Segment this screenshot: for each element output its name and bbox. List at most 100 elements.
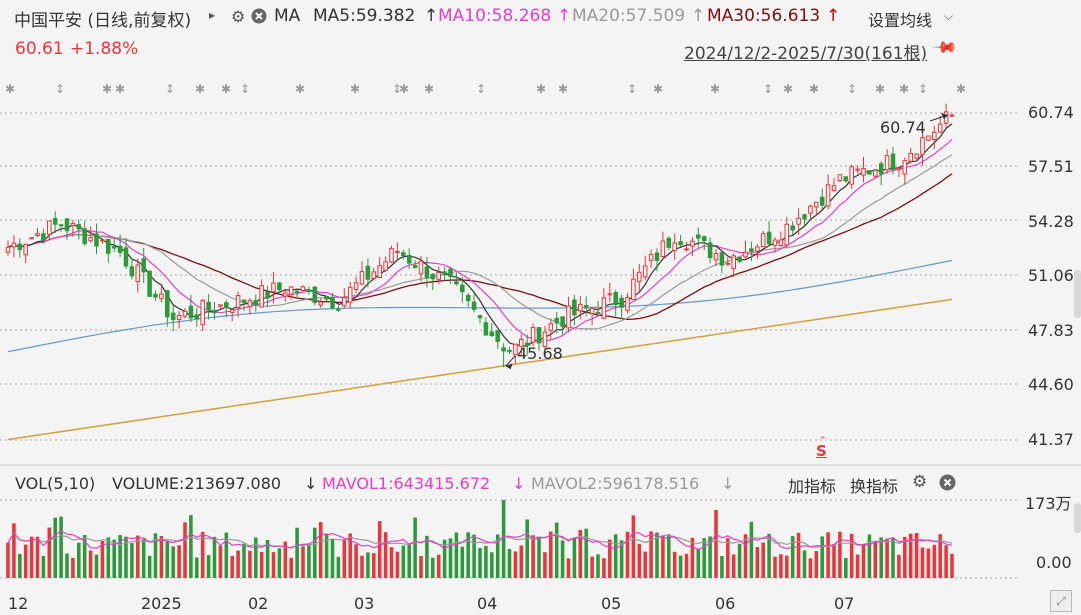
expand-icon[interactable]: ⤢ [1050,590,1072,612]
caret-right-icon[interactable]: ▸ [209,8,216,22]
volume-bar [726,538,730,578]
volume-bar [53,517,57,578]
volume-bar [537,536,541,578]
volume-bar [171,546,175,578]
candle-body [772,239,778,246]
chevron-down-icon[interactable]: ⌵ [944,9,954,23]
candle-body [229,309,235,313]
scrollbar-handle[interactable] [1074,503,1081,533]
volume-bar [88,550,93,578]
volume-bar [661,535,665,578]
close-icon[interactable] [251,8,267,28]
volume-bar [708,536,712,578]
time-tick: 04 [477,594,498,613]
low-arrowhead [505,363,513,370]
scrollbar-handle[interactable] [1074,270,1081,318]
volume-bar [23,544,28,578]
candles [5,103,955,368]
volume-bar [212,536,217,578]
candle-body [141,258,146,273]
candle-body [489,331,495,337]
volume-bar [401,545,406,578]
event-marker: ✱ [783,82,793,96]
candle-body [436,272,441,280]
candle-body [94,233,99,247]
volume-bar [808,558,813,578]
candle-body [601,297,607,319]
candle-body [324,296,329,300]
ma20-path [7,154,953,330]
candle-body [147,270,152,297]
volume-bar [248,550,252,578]
stock-title[interactable]: 中国平安 (日线,前复权) [14,11,192,31]
volume-bar [472,534,476,578]
gear-icon[interactable]: ⚙ [231,7,246,26]
price-tick: 47.83 [1028,321,1074,340]
volume-bar [47,527,52,578]
high-label: 60.74 [880,118,926,137]
volume-bar [425,535,429,578]
candle-body [412,264,418,269]
volume-bar [531,535,535,578]
volume-bar [360,555,364,578]
candle-body [583,305,589,309]
close-icon[interactable] [939,474,956,495]
ma10-line [7,138,953,343]
candle-body [430,273,436,280]
add-indicator-button[interactable]: 加指标 [788,477,837,496]
volume-bar [454,532,459,578]
candle-body [666,237,672,248]
volume-bar [672,551,677,578]
switch-indicator-button[interactable]: 换指标 [850,477,899,496]
candle-body [849,166,854,185]
volume-bar [602,558,606,578]
candle-body [406,254,412,264]
volume-bar [643,551,647,578]
candle-body [342,297,347,307]
candle-body [176,314,182,321]
volume-bar [737,543,742,578]
candle-body [631,278,636,301]
candle-body [460,284,465,293]
event-marker: ↕ [763,82,773,96]
candle-body [542,331,548,348]
candle-body [578,303,583,312]
volume-bar [413,517,417,578]
date-range[interactable]: 2024/12/2-2025/7/30(161根) [684,44,928,64]
candle-body [35,233,40,236]
volume-bar [755,547,760,578]
candle-body [495,330,500,342]
vol-label: VOL(5,10) [15,474,96,493]
price-tick: 44.60 [1028,375,1074,394]
candle-body [300,286,306,291]
candle-body [206,301,211,311]
volume-bar [678,555,683,578]
volume-bar [324,533,329,578]
volume-bar [336,556,341,578]
current-price: 60.61 [15,39,64,59]
candle-body [294,290,300,294]
candle-body [153,293,158,298]
volume-bar [838,531,842,578]
candle-body [483,322,489,336]
volume-bar [277,548,282,578]
ma30-path [7,173,953,320]
candle-body [418,260,424,275]
mavol1-arrow: ↓ [512,474,526,493]
candle-body [548,323,554,331]
s-marker[interactable]: S [816,442,827,460]
volume-bar [543,552,547,578]
volume-bar [637,543,642,578]
gear-icon[interactable]: ⚙ [912,472,928,492]
volume-bar [124,536,128,578]
volume-bar [59,516,63,578]
volume-bar [6,542,10,578]
low-arrow [505,355,516,367]
price-tick: 41.37 [1028,430,1074,449]
candle-body [253,299,259,306]
event-marker: ✱ [710,82,720,96]
volume-bar [861,544,866,578]
mavol2-value: MAVOL2:596178.516 [531,474,700,493]
ma-settings-button[interactable]: 设置均线 [868,11,933,30]
